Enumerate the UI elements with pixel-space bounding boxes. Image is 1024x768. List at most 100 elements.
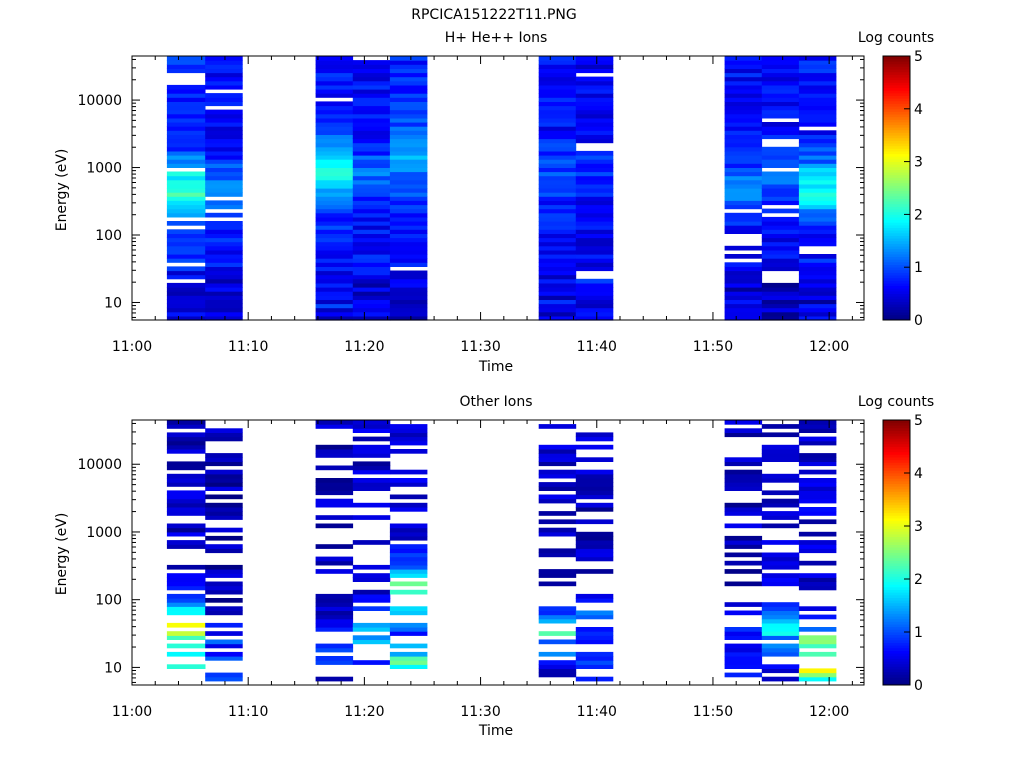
heatmap-cell	[205, 436, 243, 442]
heatmap-cell	[575, 610, 614, 616]
heatmap-cell	[538, 457, 577, 462]
heatmap-cell	[538, 192, 577, 197]
heatmap-cell	[389, 643, 428, 649]
heatmap-cell	[798, 192, 837, 197]
heatmap-cell	[352, 134, 391, 140]
heatmap-cell	[798, 457, 837, 462]
y-tick-label: 1000	[86, 525, 122, 541]
colorbar-segment	[883, 314, 910, 318]
heatmap-cell	[205, 241, 243, 247]
heatmap-cell	[538, 469, 577, 475]
heatmap-cell	[166, 274, 206, 280]
heatmap-cell	[389, 249, 428, 255]
heatmap-cell	[352, 142, 391, 148]
heatmap-cell	[166, 544, 206, 549]
heatmap-cell	[538, 449, 577, 454]
heatmap-cell	[761, 307, 800, 313]
colorbar-segment	[883, 430, 910, 434]
colorbar-segment	[883, 427, 910, 431]
heatmap-cell	[798, 635, 837, 640]
heatmap-cell	[798, 672, 837, 678]
heatmap-cell	[575, 113, 614, 119]
heatmap-cell	[315, 183, 354, 189]
heatmap-cell	[798, 208, 837, 214]
heatmap-cell	[315, 676, 354, 682]
heatmap-cell	[761, 68, 800, 74]
heatmap-cell	[724, 266, 763, 272]
heatmap-cell	[575, 225, 614, 230]
heatmap-cell	[389, 146, 428, 152]
heatmap-cell	[798, 229, 837, 234]
heatmap-cell	[315, 569, 354, 574]
colorbar-segment	[883, 182, 910, 186]
colorbar-segment	[883, 459, 910, 463]
heatmap-cell	[798, 122, 837, 127]
heatmap-cell	[538, 130, 577, 135]
heatmap-cell	[798, 105, 837, 111]
heatmap-cell	[352, 183, 391, 189]
heatmap-cell	[538, 212, 577, 218]
colorbar-segment	[883, 82, 910, 86]
heatmap-cell	[761, 303, 800, 309]
heatmap-cell	[315, 93, 354, 98]
heatmap-cell	[575, 126, 614, 131]
heatmap-cell	[352, 627, 391, 632]
heatmap-cell	[798, 519, 837, 525]
colorbar-segment	[883, 124, 910, 128]
heatmap-cell	[761, 577, 800, 582]
heatmap-cell	[724, 461, 763, 467]
heatmap-cell	[315, 478, 354, 483]
heatmap-cell	[724, 270, 763, 276]
heatmap-cell	[798, 676, 837, 682]
axes: 11:00 11:10 11:20 11:30 11:40 11:50 12:00 10 100…	[77, 55, 865, 355]
heatmap-cell	[724, 155, 763, 160]
y-tick-label: 10	[104, 660, 122, 676]
heatmap-cell	[205, 282, 243, 288]
heatmap-cell	[315, 490, 354, 496]
heatmap-cell	[389, 651, 428, 657]
heatmap-cell	[389, 664, 428, 669]
heatmap-cell	[798, 183, 837, 189]
heatmap-cell	[575, 614, 614, 620]
heatmap-cell	[575, 676, 614, 682]
colorbar-segment	[883, 510, 910, 514]
heatmap-cell	[538, 610, 577, 616]
heatmap-cell	[575, 155, 614, 160]
heatmap-cell	[205, 502, 243, 508]
x-tick-label: 12:00	[809, 339, 849, 355]
heatmap-cell	[761, 258, 800, 263]
colorbar-segment	[883, 206, 910, 210]
heatmap-cell	[798, 287, 837, 292]
heatmap-cell	[205, 311, 243, 317]
colorbar-segment	[883, 549, 910, 553]
heatmap-cell	[761, 254, 800, 259]
heatmap-cell	[205, 80, 243, 86]
heatmap-cell	[352, 212, 391, 218]
heatmap-cell	[538, 569, 577, 574]
heatmap-cell	[798, 109, 837, 115]
heatmap-cell	[761, 225, 800, 230]
colorbar-segment	[883, 158, 910, 162]
heatmap-cell	[575, 598, 614, 603]
heatmap-cell	[761, 84, 800, 90]
heatmap-cell	[205, 138, 243, 144]
heatmap-cell	[352, 93, 391, 98]
heatmap-cell	[205, 84, 243, 90]
heatmap-cell	[389, 606, 428, 611]
heatmap-cell	[315, 444, 354, 450]
heatmap-cell	[315, 295, 354, 300]
heatmap-cell	[538, 311, 577, 317]
heatmap-cell	[575, 457, 614, 462]
heatmap-cell	[389, 531, 428, 537]
heatmap-cell	[315, 523, 354, 529]
colorbar-segment	[883, 214, 910, 218]
colorbar-segment	[883, 645, 910, 649]
heatmap-cell	[352, 478, 391, 483]
heatmap-cell	[798, 117, 837, 123]
heatmap-cell	[724, 204, 763, 210]
heatmap-cell	[315, 89, 354, 94]
heatmap-cell	[166, 573, 206, 578]
heatmap-cell	[389, 560, 428, 566]
heatmap-cell	[575, 635, 614, 640]
heatmap-cell	[166, 593, 206, 599]
